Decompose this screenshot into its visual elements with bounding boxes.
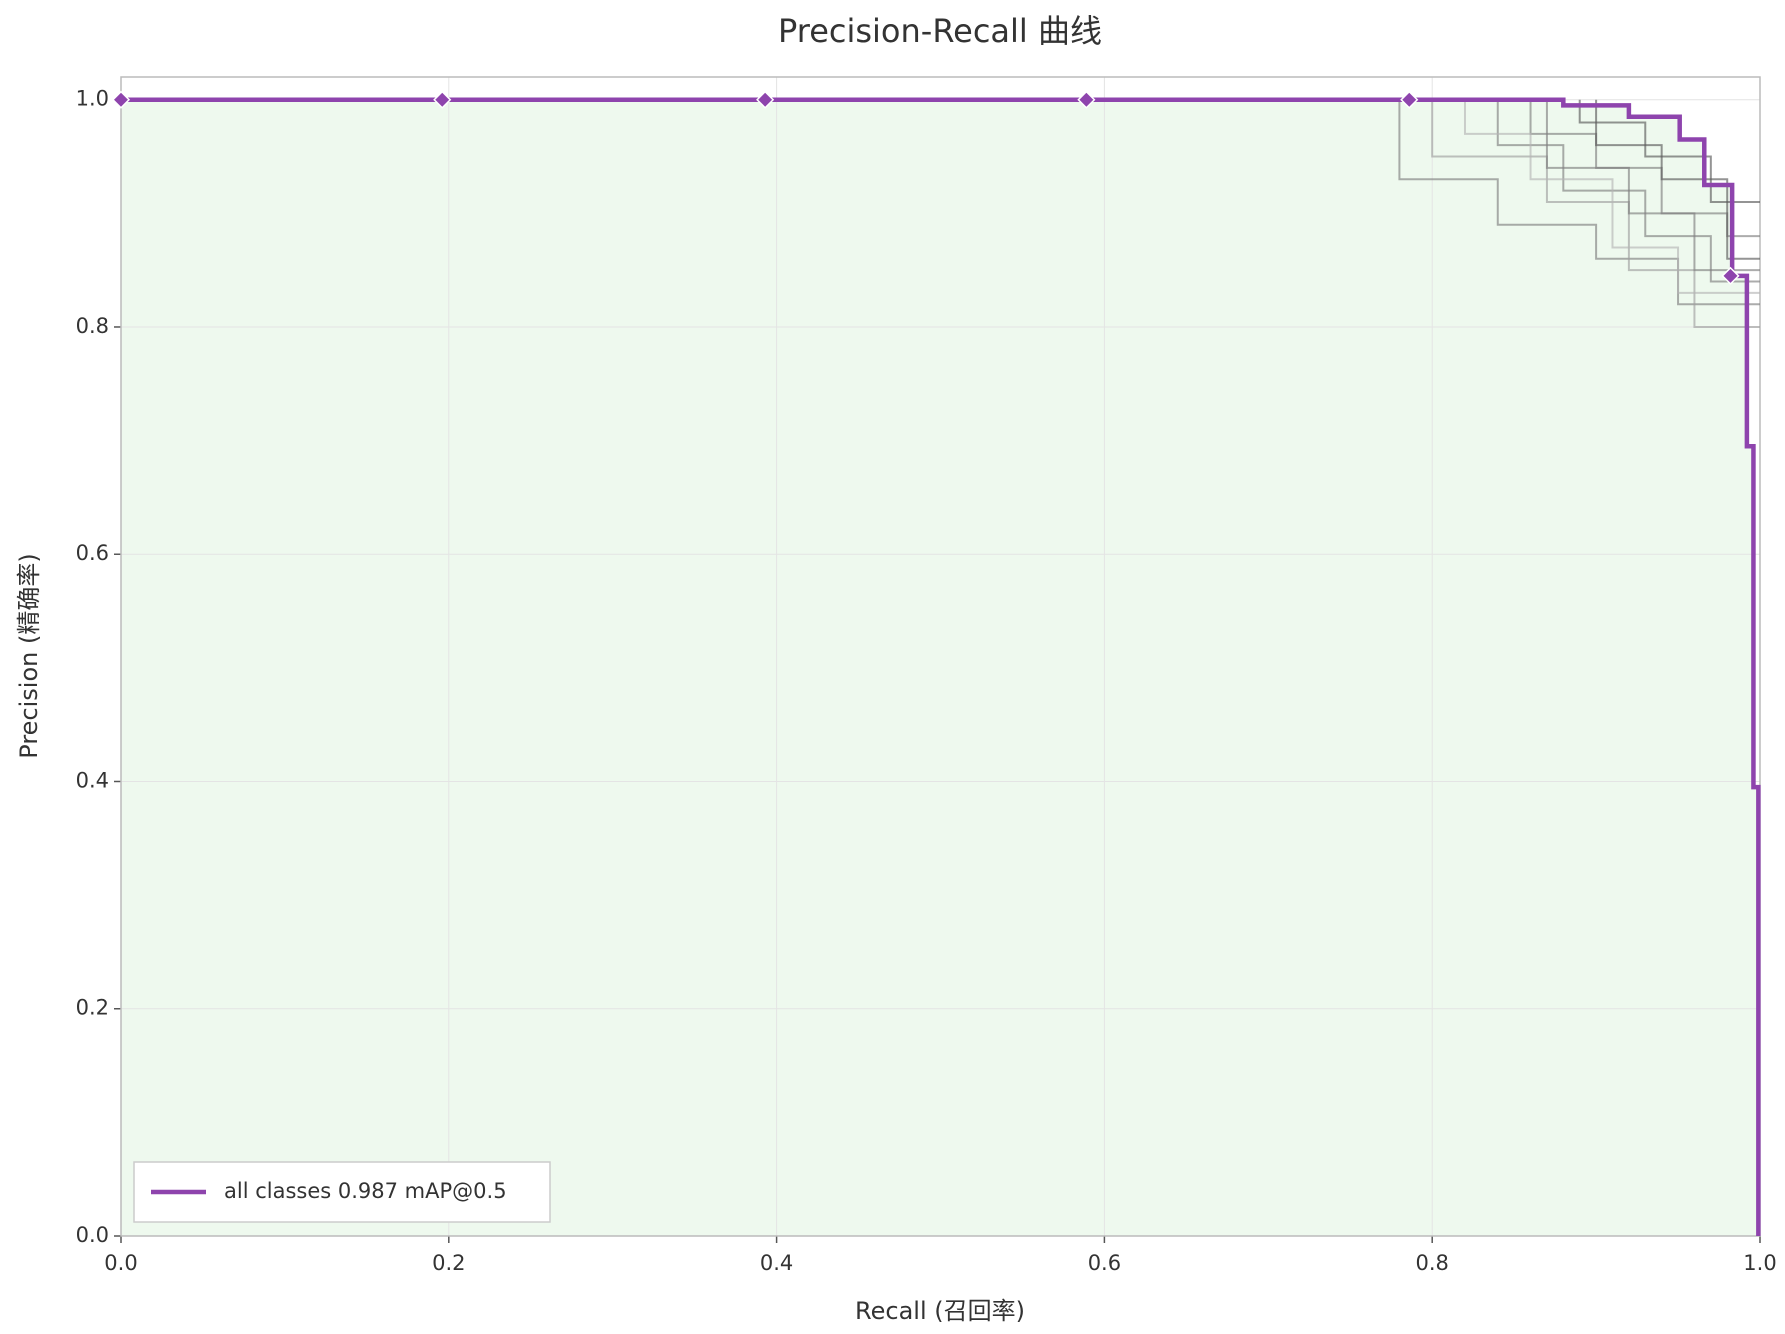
class-curve: [1463, 99, 1760, 294]
x-tick-label: 0.6: [1088, 1251, 1121, 1275]
legend-label: all classes 0.987 mAP@0.5: [224, 1179, 507, 1203]
class-curve: [1545, 99, 1760, 272]
series-line: [121, 97, 1761, 1236]
class-curve: [1578, 99, 1760, 203]
x-tick-label: 0.2: [432, 1251, 465, 1275]
plot-frame: [120, 76, 1761, 1237]
y-tick-label: 0.4: [76, 768, 109, 792]
marker: [111, 90, 131, 109]
marker: [1077, 90, 1096, 109]
y-tick-label: 1.0: [76, 87, 109, 111]
x-axis-label: Recall (召回率): [855, 1297, 1025, 1325]
y-tick-label: 0.2: [76, 996, 109, 1020]
area-fill: [121, 99, 1759, 1237]
marker: [1400, 90, 1419, 109]
chart-title: Precision-Recall 曲线: [778, 12, 1102, 50]
marker: [756, 90, 775, 109]
class-curve: [1595, 99, 1760, 260]
y-tick-label: 0.0: [76, 1223, 109, 1247]
x-tick-label: 0.4: [760, 1251, 793, 1275]
x-tick-label: 0.8: [1415, 1251, 1448, 1275]
x-tick-label: 0.0: [104, 1251, 137, 1275]
y-axis-label: Precision (精确率): [15, 553, 43, 758]
class-curve: [1496, 99, 1760, 283]
y-tick-label: 0.8: [76, 314, 109, 338]
marker: [1721, 266, 1740, 285]
marker: [433, 90, 452, 109]
x-tick-label: 1.0: [1743, 1251, 1776, 1275]
y-tick-label: 0.6: [76, 541, 109, 565]
